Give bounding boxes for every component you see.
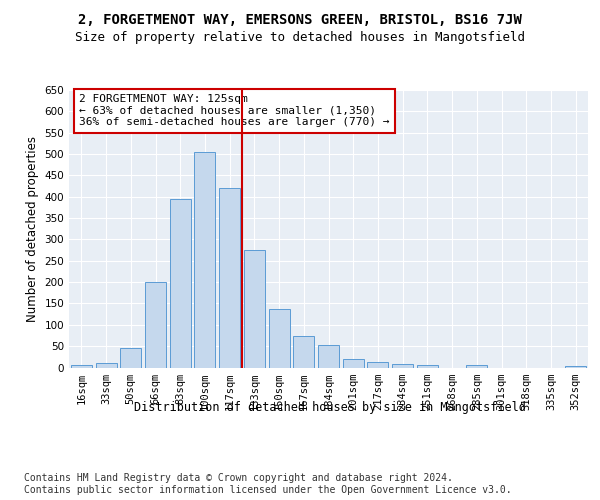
Text: Size of property relative to detached houses in Mangotsfield: Size of property relative to detached ho… [75,31,525,44]
Bar [367,362,388,368]
Bar [293,336,314,368]
Bar [120,348,141,368]
Text: Distribution of detached houses by size in Mangotsfield: Distribution of detached houses by size … [134,401,526,414]
Text: 2, FORGETMENOT WAY, EMERSONS GREEN, BRISTOL, BS16 7JW: 2, FORGETMENOT WAY, EMERSONS GREEN, BRIS… [78,12,522,26]
Bar [417,364,438,368]
Bar [318,346,339,368]
Bar [269,308,290,368]
Bar [219,188,240,368]
Bar [145,282,166,368]
Bar [392,364,413,368]
Bar [244,250,265,368]
Bar [170,199,191,368]
Text: 2 FORGETMENOT WAY: 125sqm
← 63% of detached houses are smaller (1,350)
36% of se: 2 FORGETMENOT WAY: 125sqm ← 63% of detac… [79,94,390,128]
Bar [71,366,92,368]
Bar [343,359,364,368]
Bar [565,366,586,368]
Bar [466,366,487,368]
Bar [95,363,116,368]
Y-axis label: Number of detached properties: Number of detached properties [26,136,39,322]
Text: Contains HM Land Registry data © Crown copyright and database right 2024.
Contai: Contains HM Land Registry data © Crown c… [24,474,512,495]
Bar [194,152,215,368]
